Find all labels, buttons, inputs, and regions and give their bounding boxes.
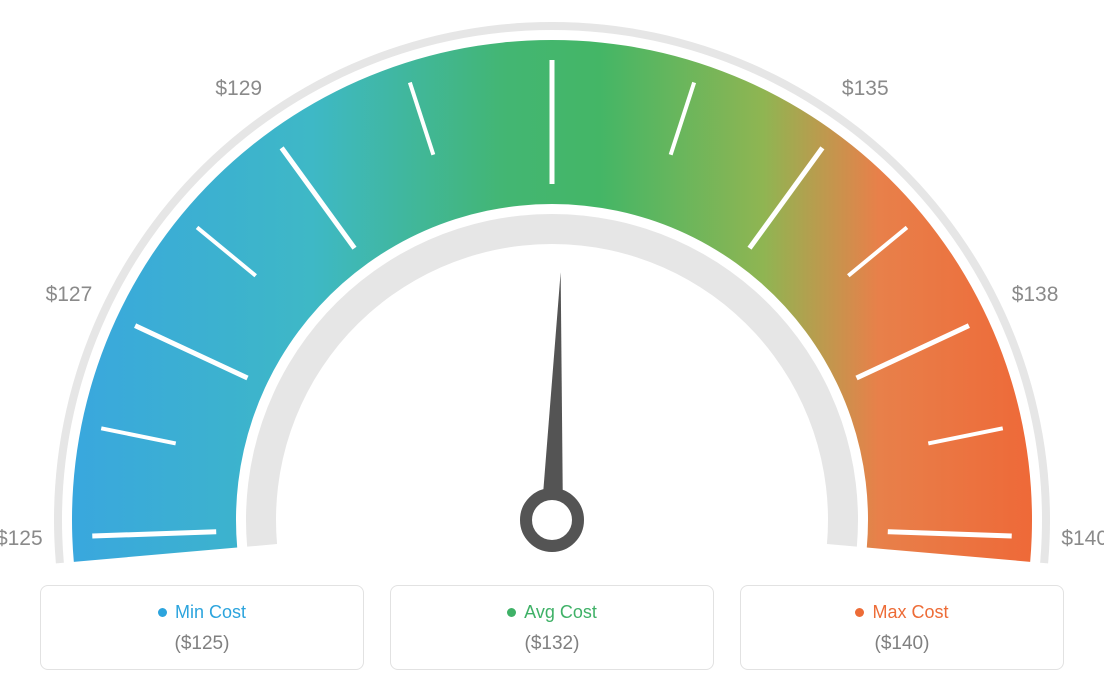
legend-value-avg: ($132) [401,633,703,655]
legend-label-avg: Avg Cost [524,602,597,623]
dot-icon-max [855,608,864,617]
gauge-tick-label: $127 [46,283,93,307]
legend-label-max: Max Cost [872,602,948,623]
legend-value-max: ($140) [751,633,1053,655]
legend-card-max: Max Cost ($140) [740,585,1064,670]
gauge-tick-label: $140 [1061,527,1104,551]
gauge-tick-label: $129 [215,77,262,101]
legend-title-max: Max Cost [855,602,948,623]
legend-card-min: Min Cost ($125) [40,585,364,670]
gauge-chart-container: $125$127$129$132$135$138$140 Min Cost ($… [0,0,1104,690]
legend-value-min: ($125) [51,633,353,655]
legend-title-min: Min Cost [158,602,246,623]
legend-label-min: Min Cost [175,602,246,623]
gauge-area: $125$127$129$132$135$138$140 [0,0,1104,570]
gauge-tick-label: $138 [1012,283,1059,307]
dot-icon-avg [507,608,516,617]
legend-row: Min Cost ($125) Avg Cost ($132) Max Cost… [0,585,1104,670]
gauge-tick-label: $125 [0,527,43,551]
gauge-svg [0,0,1104,570]
dot-icon-min [158,608,167,617]
needle [541,272,563,520]
legend-card-avg: Avg Cost ($132) [390,585,714,670]
legend-title-avg: Avg Cost [507,602,597,623]
needle-hub [526,494,578,546]
gauge-tick-label: $135 [842,77,889,101]
